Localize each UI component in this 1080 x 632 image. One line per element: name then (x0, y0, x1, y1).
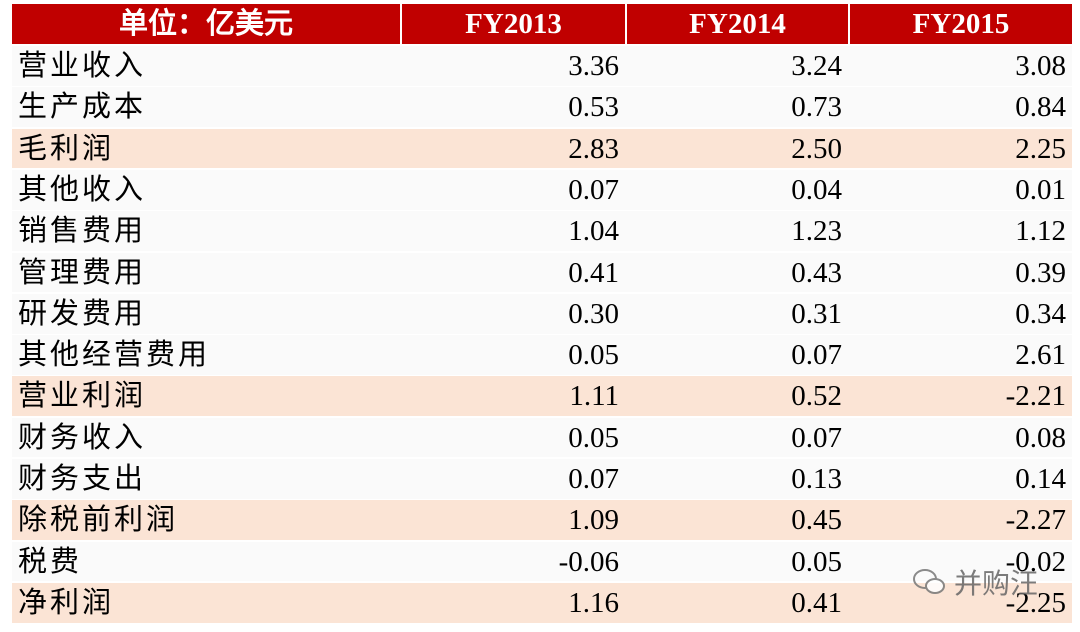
value-cell: 0.43 (791, 256, 842, 289)
row-label: 毛利润 (18, 132, 115, 165)
value-cell: -0.06 (558, 545, 619, 578)
row-bg (12, 128, 1072, 169)
row-label: 研发费用 (18, 297, 147, 330)
row-label: 营业利润 (18, 380, 147, 413)
value-cell: 0.41 (568, 256, 619, 289)
value-cell: 0.07 (791, 339, 842, 372)
value-cell: 0.30 (568, 297, 619, 330)
value-cell: 1.09 (568, 504, 619, 537)
value-cell: 0.05 (568, 339, 619, 372)
header-cell: FY2015 (850, 4, 1072, 44)
value-cell: 2.50 (791, 132, 842, 165)
row-bg (12, 46, 1072, 86)
row-bg (12, 582, 1072, 623)
row-label: 销售费用 (18, 215, 147, 248)
value-cell: 0.39 (1015, 256, 1066, 289)
value-cell: -2.27 (1005, 504, 1066, 537)
row-label: 税费 (18, 545, 83, 578)
row-label: 财务收入 (18, 421, 147, 454)
value-cell: 0.53 (568, 91, 619, 124)
value-cell: 0.07 (568, 173, 619, 206)
row-label: 净利润 (18, 586, 115, 619)
value-cell: 0.13 (791, 463, 842, 495)
row-label: 管理费用 (18, 256, 147, 289)
watermark-text: 并购汪 (954, 567, 1039, 600)
value-cell: 1.16 (568, 586, 619, 619)
watermark: 并购汪 (912, 562, 1038, 602)
row-bg (12, 252, 1072, 293)
value-cell: 0.41 (791, 586, 842, 619)
value-cell: 0.01 (1015, 173, 1066, 206)
row-bg (12, 335, 1072, 375)
value-cell: -2.21 (1005, 380, 1066, 413)
value-cell: 0.45 (791, 504, 842, 537)
value-cell: 3.36 (568, 50, 619, 82)
value-cell: 2.61 (1015, 339, 1066, 372)
value-cell: 3.08 (1015, 50, 1066, 82)
header-cell: 单位：亿美元 (12, 4, 400, 44)
row-bg (12, 417, 1072, 458)
row-label: 营业收入 (18, 50, 147, 82)
row-bg (12, 541, 1072, 582)
row-label: 其他收入 (18, 173, 147, 206)
value-cell: 2.83 (568, 132, 619, 165)
row-label: 除税前利润 (18, 504, 179, 537)
row-label: 财务支出 (18, 463, 147, 495)
value-cell: 0.73 (791, 91, 842, 124)
header-cell: FY2014 (627, 4, 848, 44)
row-bg (12, 500, 1072, 541)
value-cell: 0.05 (791, 545, 842, 578)
value-cell: -0.02 (1005, 545, 1066, 578)
value-cell: 1.12 (1015, 215, 1066, 248)
value-cell: 0.52 (791, 380, 842, 413)
value-cell: 0.04 (791, 173, 842, 206)
wechat-icon (913, 569, 945, 594)
value-cell: 0.31 (791, 297, 842, 330)
value-cell: 1.11 (569, 380, 619, 413)
row-bg (12, 293, 1072, 334)
value-cell: 2.25 (1015, 132, 1066, 165)
header-cell: FY2013 (402, 4, 625, 44)
value-cell: -2.25 (1005, 586, 1066, 619)
row-bg (12, 376, 1072, 417)
value-cell: 0.07 (791, 421, 842, 454)
row-bg (12, 169, 1072, 210)
value-cell: 0.84 (1015, 91, 1066, 124)
row-label: 其他经营费用 (18, 339, 211, 372)
value-cell: 3.24 (791, 50, 842, 82)
row-bg (12, 87, 1072, 128)
value-cell: 0.34 (1015, 297, 1066, 330)
value-cell: 0.14 (1015, 463, 1066, 495)
value-cell: 0.07 (568, 463, 619, 495)
value-cell: 0.08 (1015, 421, 1066, 454)
value-cell: 1.23 (791, 215, 842, 248)
value-cell: 1.04 (568, 215, 619, 248)
row-bg (12, 459, 1072, 499)
row-label: 生产成本 (18, 91, 147, 124)
row-bg (12, 211, 1072, 251)
value-cell: 0.05 (568, 421, 619, 454)
